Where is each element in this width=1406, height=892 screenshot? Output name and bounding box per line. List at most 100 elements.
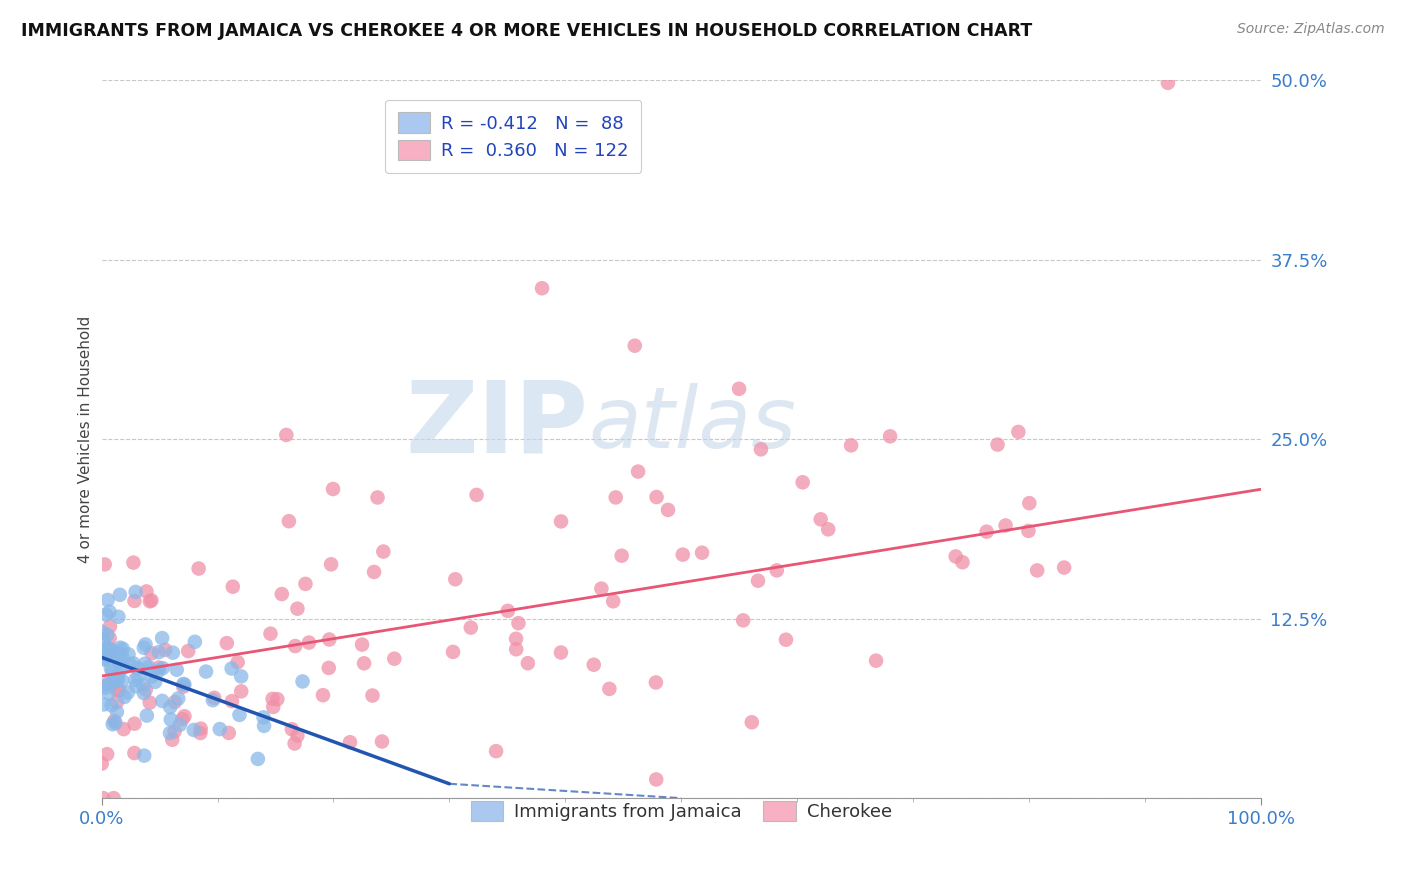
Point <box>108 655 131 669</box>
Point <box>361 689 384 703</box>
Point <box>141 593 163 607</box>
Point <box>839 438 862 452</box>
Point <box>97 642 120 657</box>
Point <box>222 580 245 594</box>
Point <box>105 683 128 698</box>
Point <box>202 690 225 705</box>
Point <box>231 684 253 698</box>
Point <box>98 645 121 659</box>
Point <box>150 631 173 645</box>
Point <box>270 587 292 601</box>
Point <box>810 512 832 526</box>
Point <box>508 616 530 631</box>
Point <box>159 700 181 714</box>
Y-axis label: 4 or more Vehicles in Household: 4 or more Vehicles in Household <box>79 316 93 563</box>
Point <box>246 752 269 766</box>
Point <box>195 665 218 679</box>
Point <box>100 642 122 657</box>
Point <box>728 382 751 396</box>
Point <box>155 643 177 657</box>
Point <box>291 674 314 689</box>
Point <box>367 491 389 505</box>
Point <box>132 678 155 692</box>
Point <box>162 732 184 747</box>
Point <box>1053 560 1076 574</box>
Point <box>284 639 307 653</box>
Point <box>747 574 769 588</box>
Point <box>100 661 122 675</box>
Point <box>505 642 527 657</box>
Text: Source: ZipAtlas.com: Source: ZipAtlas.com <box>1237 22 1385 37</box>
Point <box>141 669 163 683</box>
Text: atlas: atlas <box>588 384 796 467</box>
Point <box>97 677 120 691</box>
Point <box>117 685 139 699</box>
Point <box>150 694 173 708</box>
Point <box>531 281 554 295</box>
Point <box>108 646 131 660</box>
Point <box>104 716 127 731</box>
Point <box>610 549 633 563</box>
Point <box>444 572 467 586</box>
Point <box>353 657 375 671</box>
Point <box>98 648 121 662</box>
Point <box>879 429 901 443</box>
Point <box>135 708 157 723</box>
Point <box>226 655 249 669</box>
Point <box>352 638 374 652</box>
Point <box>98 631 121 645</box>
Point <box>94 607 117 622</box>
Point <box>986 437 1008 451</box>
Point <box>976 524 998 539</box>
Point <box>319 558 342 572</box>
Point <box>294 577 316 591</box>
Point <box>591 582 613 596</box>
Point <box>166 663 188 677</box>
Point <box>90 624 112 639</box>
Point <box>107 673 129 687</box>
Point <box>91 791 114 805</box>
Point <box>262 700 284 714</box>
Point <box>111 673 134 688</box>
Point <box>284 736 307 750</box>
Point <box>1026 563 1049 577</box>
Point <box>139 696 162 710</box>
Point <box>111 641 134 656</box>
Point <box>141 646 163 660</box>
Point <box>96 677 118 691</box>
Point <box>231 669 253 683</box>
Point <box>163 695 186 709</box>
Point <box>460 621 482 635</box>
Point <box>221 661 243 675</box>
Point <box>765 563 787 577</box>
Point <box>318 661 340 675</box>
Point <box>148 645 170 659</box>
Point <box>792 475 814 490</box>
Point <box>91 648 114 662</box>
Point <box>93 698 115 712</box>
Point <box>135 682 157 697</box>
Point <box>105 673 128 688</box>
Point <box>817 522 839 536</box>
Point <box>103 714 125 728</box>
Point <box>672 548 695 562</box>
Point <box>187 561 209 575</box>
Point <box>94 646 117 660</box>
Point <box>184 635 207 649</box>
Point <box>994 518 1017 533</box>
Point <box>339 735 361 749</box>
Point <box>749 442 772 457</box>
Text: IMMIGRANTS FROM JAMAICA VS CHEROKEE 4 OR MORE VEHICLES IN HOUSEHOLD CORRELATION : IMMIGRANTS FROM JAMAICA VS CHEROKEE 4 OR… <box>21 22 1032 40</box>
Point <box>98 619 121 633</box>
Point <box>97 686 120 700</box>
Point <box>124 716 146 731</box>
Point <box>105 705 128 719</box>
Legend: Immigrants from Jamaica, Cherokee: Immigrants from Jamaica, Cherokee <box>464 793 898 829</box>
Point <box>266 692 288 706</box>
Point <box>287 601 309 615</box>
Point <box>605 491 627 505</box>
Point <box>1157 76 1180 90</box>
Point <box>190 722 212 736</box>
Point <box>127 661 149 675</box>
Point <box>276 428 298 442</box>
